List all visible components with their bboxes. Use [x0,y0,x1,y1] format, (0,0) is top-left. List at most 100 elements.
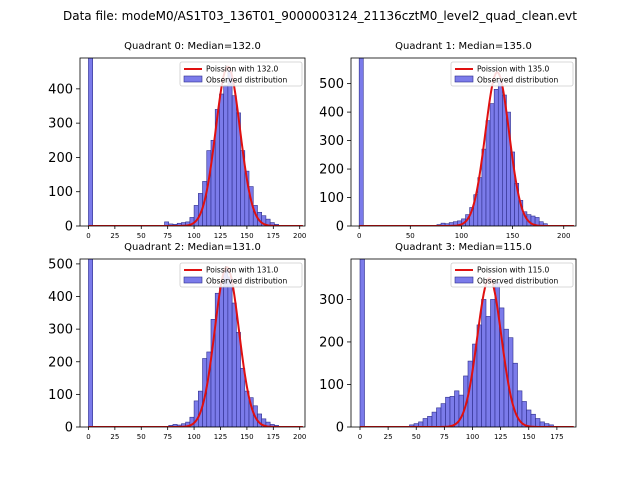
subplot-q0: Quadrant 0: Median=132.0 0 100 200 300 400 0 25… [48,41,306,240]
poisson-curve [359,71,574,226]
legend-hist-swatch [454,75,474,83]
histogram-bar [227,276,233,427]
x-tick-label: 75 [163,232,172,240]
histogram-bar [530,413,536,427]
subplot-title: Quadrant 3: Median=115.0 [395,242,532,253]
x-tick-label: 200 [293,232,306,240]
x-tick-label: 125 [214,232,227,240]
x-tick-label: 200 [293,433,306,441]
x-tick-label: 75 [440,433,449,441]
legend-curve-label: Poission with 131.0 [206,266,279,275]
legend-box [179,61,303,87]
x-tick-label: 50 [137,433,146,441]
histogram-bar [485,316,491,427]
x-tick-label: 50 [137,232,146,240]
histogram-bar [219,286,224,427]
legend-hist-label: Observed distribution [206,76,287,85]
x-tick-label: 200 [557,232,570,240]
y-tick-label: 300 [48,117,73,132]
legend-hist-label: Observed distribution [477,76,558,85]
x-tick-label: 100 [187,232,200,240]
subplot-title: Quadrant 0: Median=132.0 [124,41,261,52]
legend-curve-label: Poission with 135.0 [477,65,550,74]
histogram-bar [485,120,491,226]
x-tick-label: 100 [466,433,479,441]
x-tick-label: 175 [550,433,563,441]
legend-curve-label: Poission with 132.0 [206,65,279,74]
y-tick-label: 100 [48,185,73,200]
subplot-q3: Quadrant 3: Median=115.0 0 100 200 300 0 25 50 7… [319,242,577,441]
x-tick-label: 0 [86,433,90,441]
axes-frame [350,57,577,227]
histogram-bar [219,93,224,226]
histogram-bars [88,259,279,427]
legend-hist-swatch [183,75,203,83]
histogram-bar [427,416,433,427]
legend-box [450,61,574,87]
x-tick-label: 0 [357,232,361,240]
axes-frame [350,258,577,428]
y-tick-label: 0 [336,421,344,436]
figure-suptitle: Data file: modeM0/AS1T03_136T01_90000031… [63,9,577,23]
histogram-bar [88,58,93,226]
histogram-bar [223,85,229,226]
y-tick-label: 200 [319,163,344,178]
y-tick-label: 500 [319,77,344,92]
x-tick-label: 25 [110,433,119,441]
y-tick-label: 100 [319,378,344,393]
x-tick-label: 25 [110,232,119,240]
legend-box [450,262,574,288]
x-tick-label: 0 [86,232,90,240]
poisson-curve [88,266,303,427]
histogram-bar [88,259,93,427]
y-tick-label: 500 [48,257,73,272]
x-tick-label: 175 [267,232,280,240]
histogram-bar [445,396,451,427]
legend-box [179,262,303,288]
x-tick-label: 150 [506,232,519,240]
x-tick-label: 0 [358,433,362,441]
legend-hist-swatch [454,276,474,284]
x-tick-label: 25 [384,433,393,441]
y-tick-label: 300 [48,323,73,338]
legend-hist-label: Observed distribution [477,277,558,286]
x-tick-label: 150 [522,433,535,441]
x-tick-label: 100 [187,433,200,441]
y-tick-label: 0 [65,421,73,436]
legend-curve-label: Poission with 115.0 [477,266,550,275]
histogram-bar [231,302,237,427]
histogram-bar [227,71,233,226]
subplot-title: Quadrant 1: Median=135.0 [395,41,532,52]
histogram-bar [535,418,541,427]
axes-frame [79,258,306,428]
subplot-q2: Quadrant 2: Median=131.00100200300400500… [48,242,306,441]
y-tick-label: 200 [48,151,73,166]
y-tick-label: 200 [48,355,73,370]
x-tick-label: 75 [163,433,172,441]
x-tick-label: 50 [406,232,415,240]
y-tick-label: 400 [48,290,73,305]
axes-frame [79,57,306,227]
x-tick-label: 150 [240,433,253,441]
histogram-bar [236,332,241,427]
histogram-bar [436,407,442,427]
legend-hist-label: Observed distribution [206,277,287,286]
y-tick-label: 200 [319,335,344,350]
histogram-bar [481,299,487,427]
histogram-bar [490,299,496,427]
histogram-bar [526,409,532,427]
y-tick-label: 100 [319,191,344,206]
y-tick-label: 400 [319,106,344,121]
histogram-bar [497,80,503,226]
histogram-bar [493,89,499,226]
histogram-bar [240,367,246,427]
histogram-bar [359,259,365,427]
subplot-title: Quadrant 2: Median=131.0 [124,242,261,253]
histogram-bar [440,403,446,427]
histogram-bar [508,337,514,427]
x-tick-label: 100 [455,232,468,240]
histogram-bar [489,103,495,226]
x-tick-label: 125 [214,433,227,441]
y-tick-label: 0 [336,220,344,235]
